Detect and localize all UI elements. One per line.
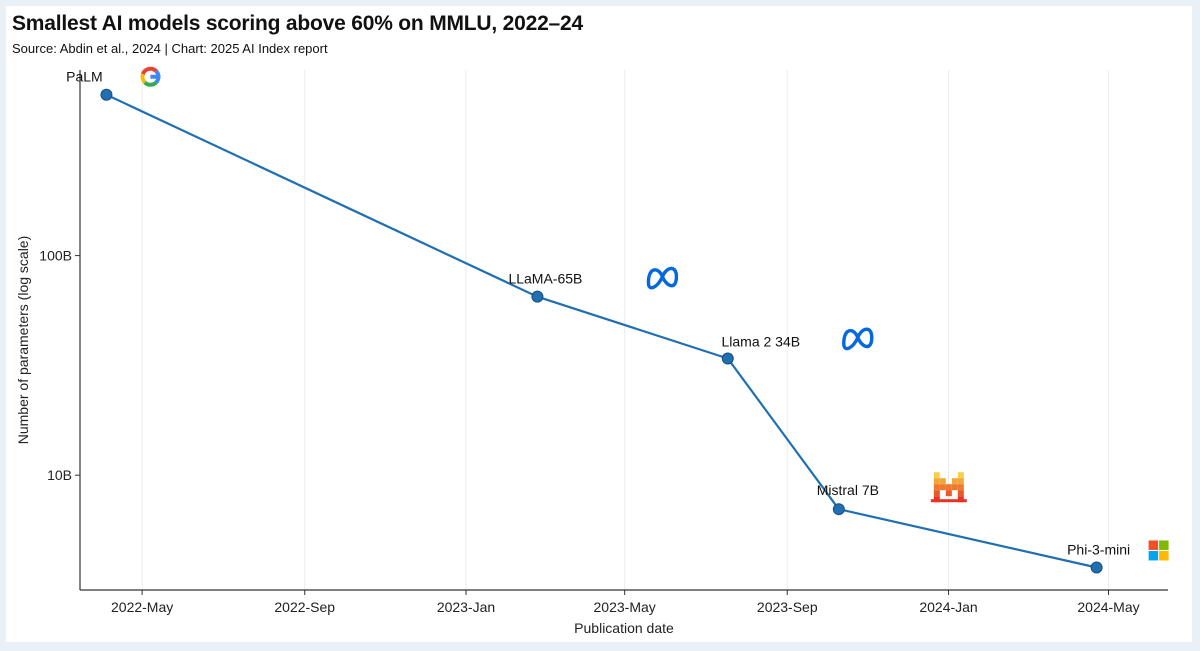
meta-logo: [842, 327, 874, 351]
point-label: Phi-3-mini: [1067, 541, 1130, 557]
y-tick-label: 10B: [47, 467, 72, 483]
point-label: Mistral 7B: [817, 482, 879, 498]
x-tick-label: 2023-Sep: [757, 599, 818, 615]
x-axis-title: Publication date: [574, 620, 674, 636]
point-label: LLaMA-65B: [508, 271, 582, 287]
point-label: PaLM: [66, 69, 103, 85]
mistral-logo: [930, 472, 967, 503]
y-tick-labels: 10B 100B: [39, 248, 80, 483]
x-tick-label: 2022-May: [111, 599, 173, 615]
y-tick-label: 100B: [39, 248, 72, 264]
point-labels: PaLM LLaMA-65B Llama 2 34B Mistral 7B Phi-3-…: [66, 69, 1130, 558]
data-point: [531, 290, 544, 303]
data-point: [832, 503, 845, 516]
x-tick-label: 2022-Sep: [274, 599, 335, 615]
x-tick-label: 2024-Jan: [919, 599, 977, 615]
x-tick-label: 2023-Jan: [437, 599, 495, 615]
chart-title: Smallest AI models scoring above 60% on …: [12, 12, 583, 35]
x-tick-labels: 2022-May 2022-Sep 2023-Jan 2023-May 2023-Sep…: [111, 590, 1140, 615]
x-tick-label: 2023-May: [594, 599, 656, 615]
point-label: Llama 2 34B: [721, 333, 800, 349]
data-point: [100, 88, 113, 101]
microsoft-logo: [1148, 540, 1169, 561]
x-tick-label: 2024-May: [1077, 599, 1139, 615]
y-axis-title: Number of parameters (log scale): [15, 236, 31, 445]
meta-logo: [646, 266, 679, 290]
company-logos: [140, 66, 1169, 561]
data-point: [1090, 561, 1103, 574]
gridlines: [141, 70, 1110, 590]
data-point: [721, 352, 734, 365]
chart-subtitle: Source: Abdin et al., 2024 | Chart: 2025…: [12, 41, 328, 56]
chart-card: [6, 6, 1192, 642]
data-points: [100, 88, 1103, 574]
google-logo: [140, 66, 161, 87]
